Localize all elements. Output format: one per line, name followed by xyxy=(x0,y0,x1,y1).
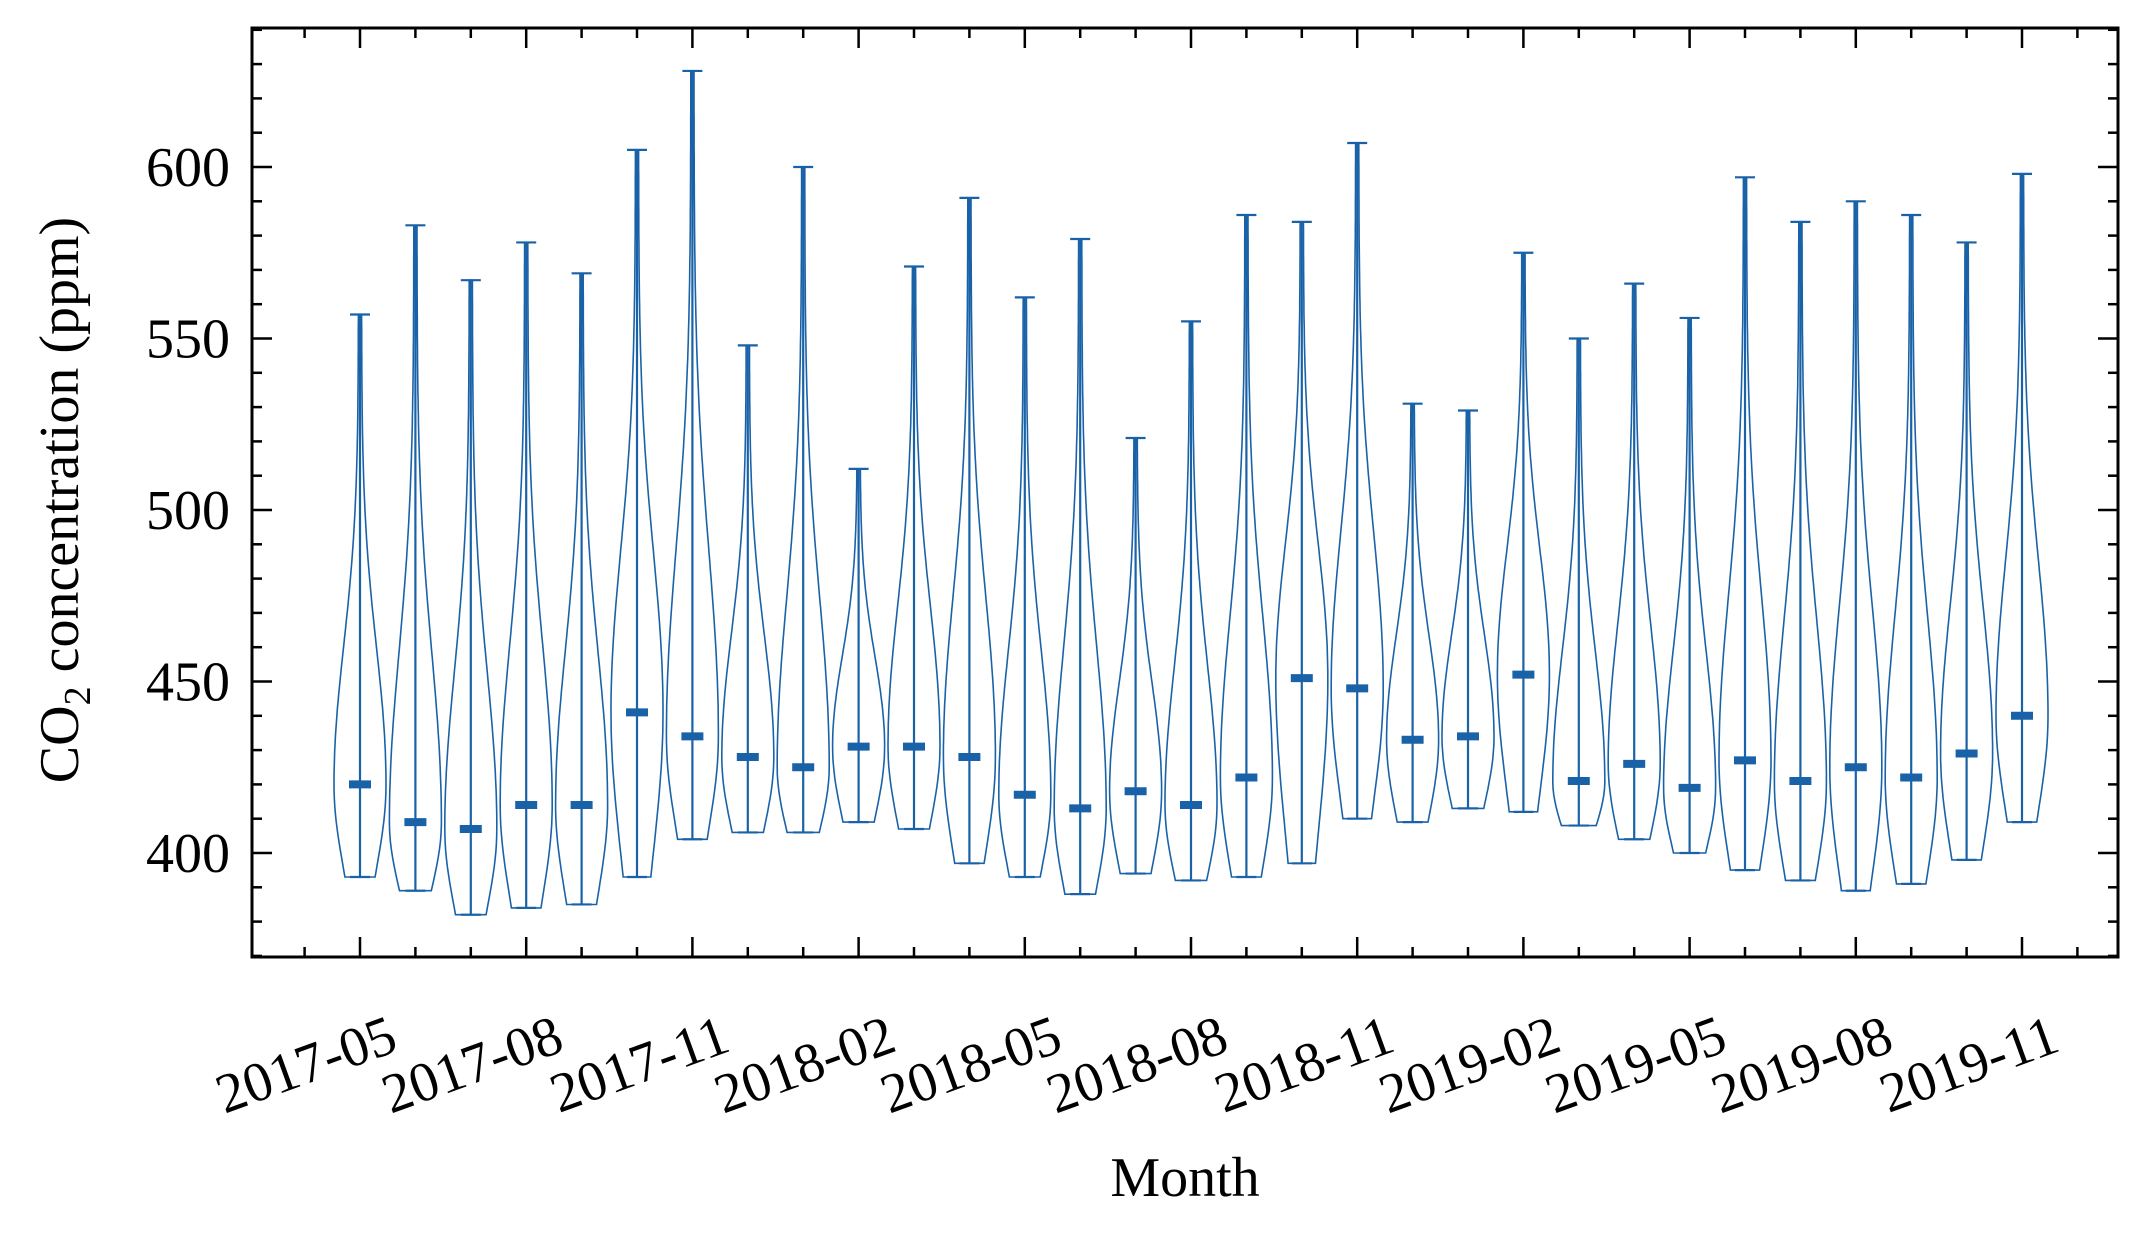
x-tick-label: 2017-11 xyxy=(542,1004,737,1125)
x-tick-label: 2019-05 xyxy=(1537,1004,1734,1126)
x-axis-label: Month xyxy=(1110,1147,1259,1209)
violins-layer xyxy=(333,69,2049,916)
y-axis-label-rest: concentration (ppm) xyxy=(29,217,91,687)
ticks-layer xyxy=(252,28,2118,958)
x-tick-label: 2019-08 xyxy=(1704,1004,1901,1126)
x-tick-label: 2018-08 xyxy=(1039,1004,1236,1126)
y-tick-label: 400 xyxy=(146,823,230,885)
x-tick-label: 2018-02 xyxy=(706,1004,903,1126)
x-tick-label: 2017-05 xyxy=(208,1004,405,1126)
x-tick-label: 2018-11 xyxy=(1207,1004,1402,1125)
y-tick-label: 450 xyxy=(146,652,230,714)
y-axis-label: CO2 concentration (ppm) xyxy=(29,217,99,783)
x-tick-label: 2019-02 xyxy=(1371,1004,1568,1126)
y-tick-label: 550 xyxy=(146,309,230,371)
y-axis-label-main: CO xyxy=(29,705,91,783)
y-tick-label: 600 xyxy=(146,137,230,199)
x-tick-label: 2017-08 xyxy=(374,1004,571,1126)
y-tick-label: 500 xyxy=(146,480,230,542)
x-tick-label: 2018-05 xyxy=(873,1004,1070,1126)
x-tick-label: 2019-11 xyxy=(1872,1004,2067,1125)
tick-labels-layer: 4004505005506002017-052017-082017-112018… xyxy=(146,137,2066,1126)
y-axis-label-subscript: 2 xyxy=(57,686,99,705)
plot-frame xyxy=(250,26,2120,959)
